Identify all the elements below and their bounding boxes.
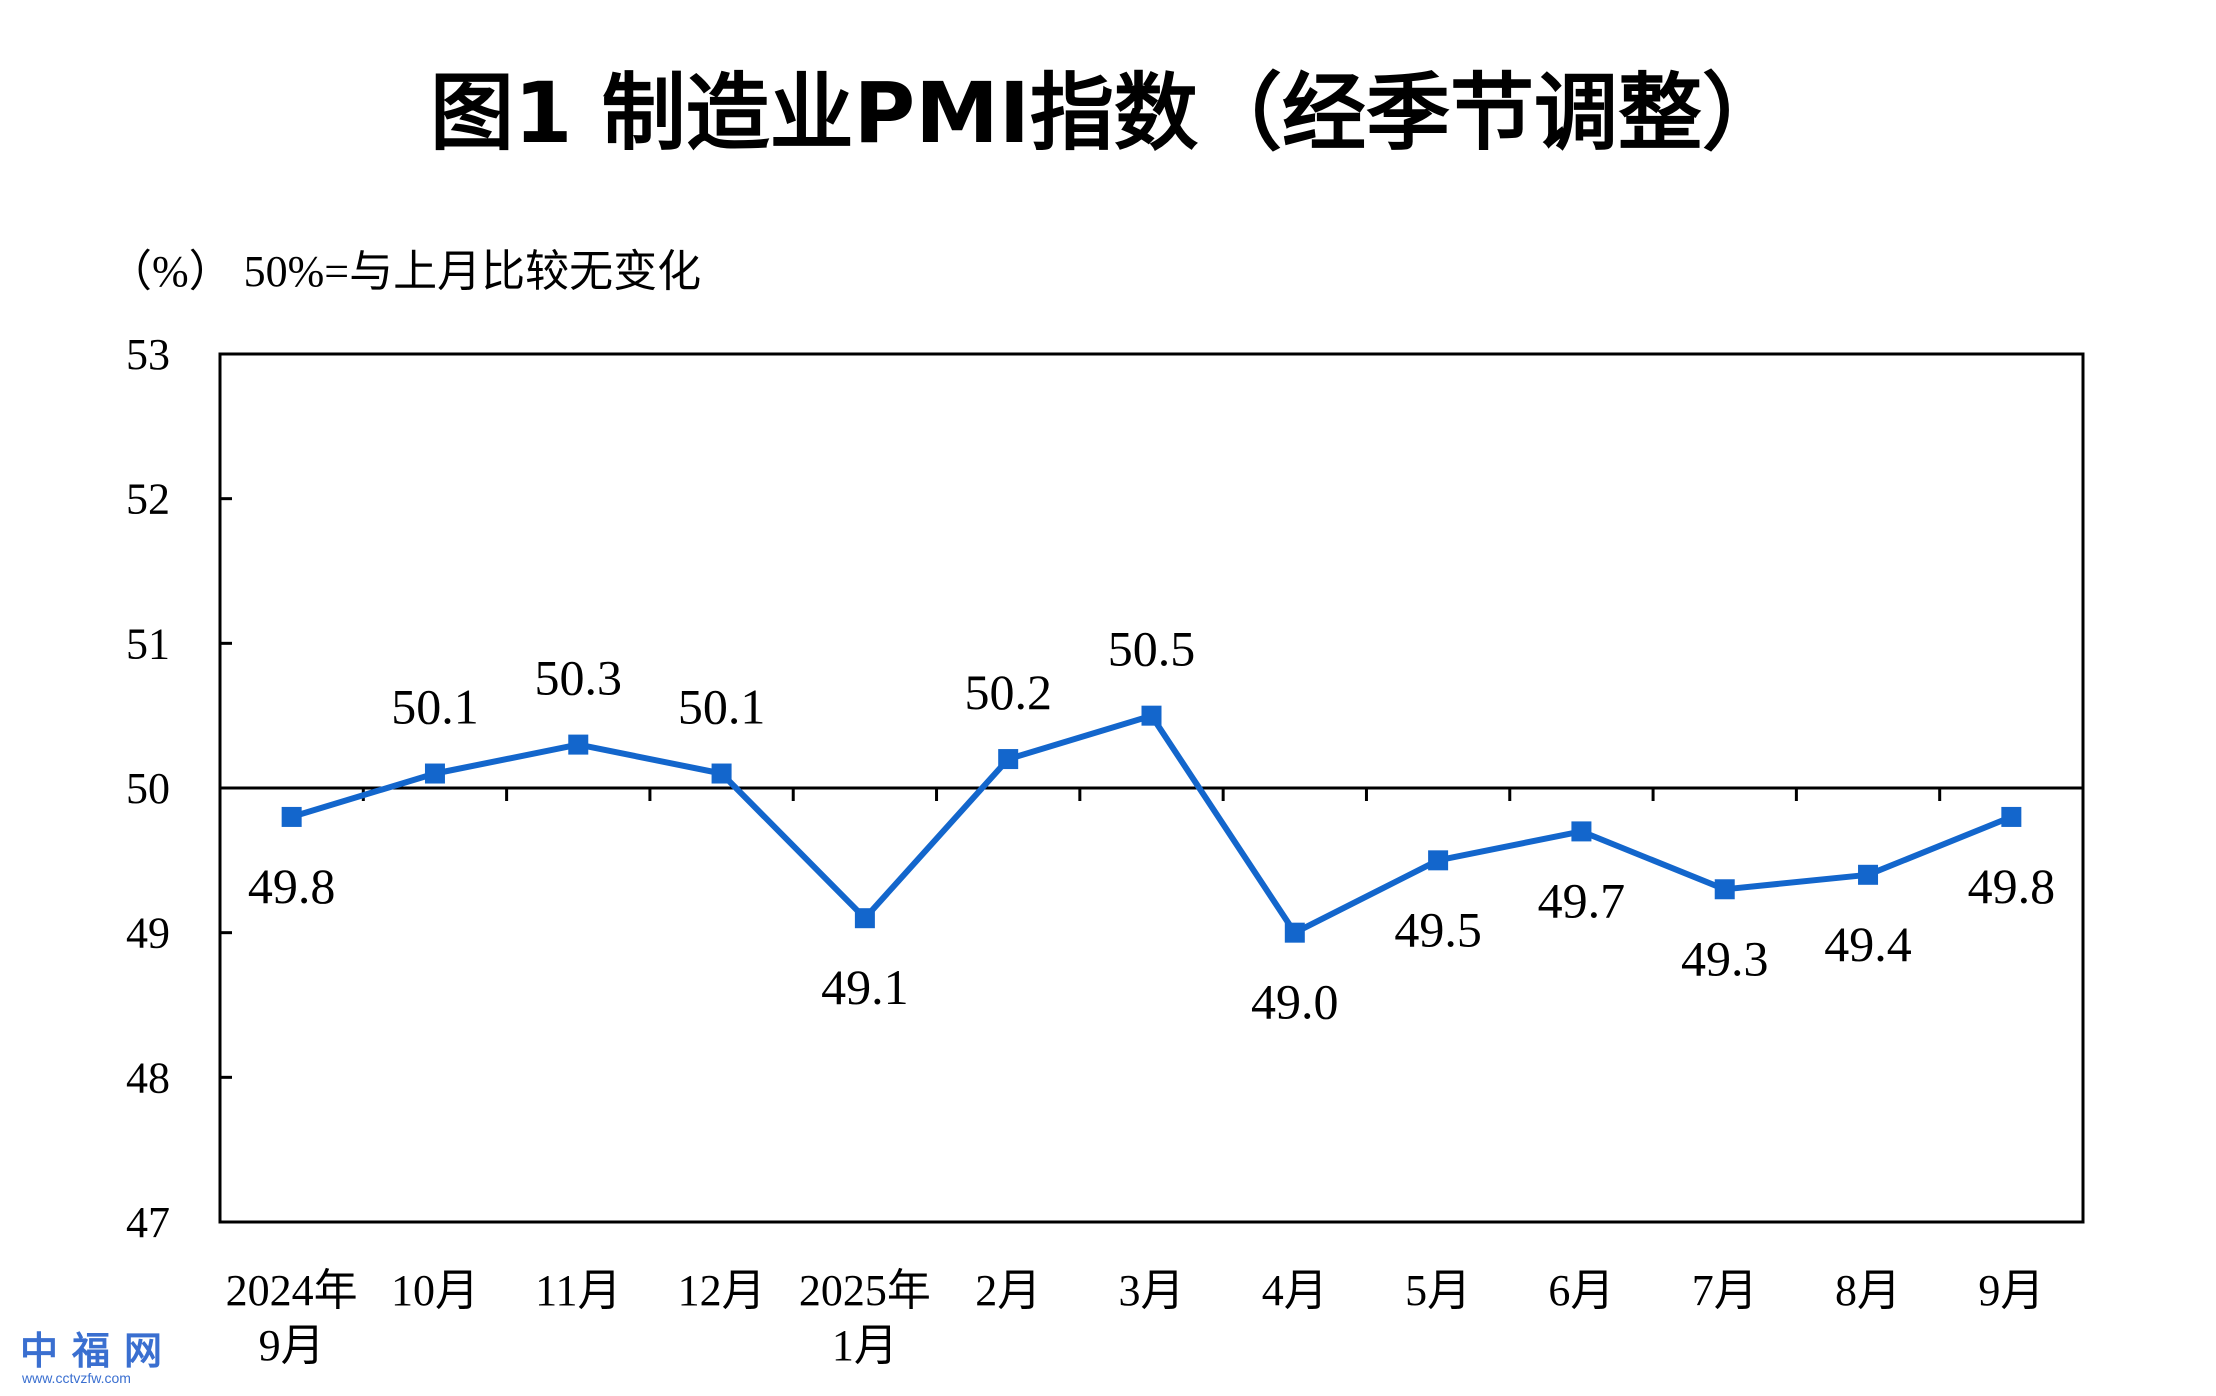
x-tick-label: 4月 [1262,1266,1328,1315]
x-tick-label: 2025年 1月 [799,1266,931,1370]
x-tick-label: 11月 [535,1266,621,1315]
watermark-url: www.cctvzfw.com [21,1370,131,1386]
x-tick-label: 2月 [975,1266,1041,1315]
data-point [424,763,445,784]
watermark: 中福网 www.cctvzfw.com [20,1328,176,1386]
y-tick-label: 51 [126,619,170,668]
unit-note: （%） 50%=与上月比较无变化 [108,247,701,296]
data-point [2001,806,2022,827]
data-point [1858,864,1879,885]
y-tick-label: 52 [126,475,170,524]
data-point [1571,821,1592,842]
x-tick-label: 3月 [1119,1266,1185,1315]
y-tick-label: 50 [126,764,170,813]
data-label: 49.7 [1538,872,1626,928]
x-tick-label: 9月 [1978,1266,2044,1315]
y-tick-label: 48 [126,1053,170,1102]
x-tick-label: 6月 [1548,1266,1614,1315]
data-labels-group: 49.8 50.1 50.3 50.1 49.1 50.2 50.5 49.0 49.5 49.7… [248,621,2055,1030]
data-point [568,734,589,755]
series-group [281,705,2022,943]
data-point [1284,922,1305,943]
data-point [854,908,875,929]
chart-title: 图1 制造业PMI指数（经季节调整） [430,64,1786,162]
data-label: 49.1 [821,959,909,1015]
x-tick-label: 8月 [1835,1266,1901,1315]
x-axis: 2024年 9月 10月 11月 12月 2025年 1月 2月 3月 4月 5月 6月 7月 8月 9月 [226,1266,2045,1370]
data-label: 50.3 [535,650,623,706]
data-point [1428,850,1449,871]
reference-line-group [220,786,2083,801]
x-tick-label: 2024年 9月 [226,1266,358,1370]
series-line [290,712,2013,936]
y-tick-label: 49 [126,909,170,958]
data-point [711,763,732,784]
data-label: 49.3 [1681,930,1769,986]
data-label: 49.8 [1968,858,2056,914]
data-label: 49.5 [1394,901,1482,957]
data-point [1141,705,1162,726]
x-tick-label: 10月 [391,1266,479,1315]
data-label: 50.1 [678,679,766,735]
watermark-logo: 中福网 [20,1328,176,1373]
y-tick-label: 47 [126,1198,170,1247]
data-label: 49.4 [1824,916,1912,972]
data-point [281,806,302,827]
x-tick-label: 7月 [1692,1266,1758,1315]
data-label: 50.1 [391,679,479,735]
data-point [998,749,1019,770]
data-label: 50.5 [1108,621,1196,677]
x-tick-label: 5月 [1405,1266,1471,1315]
y-tick-label: 53 [126,330,170,379]
data-point [1714,879,1735,900]
data-label: 49.8 [248,858,336,914]
y-axis: 47 48 49 50 51 52 53 [126,330,232,1247]
x-tick-label: 12月 [678,1266,766,1315]
data-label: 50.2 [964,664,1052,720]
data-label: 49.0 [1251,974,1339,1030]
